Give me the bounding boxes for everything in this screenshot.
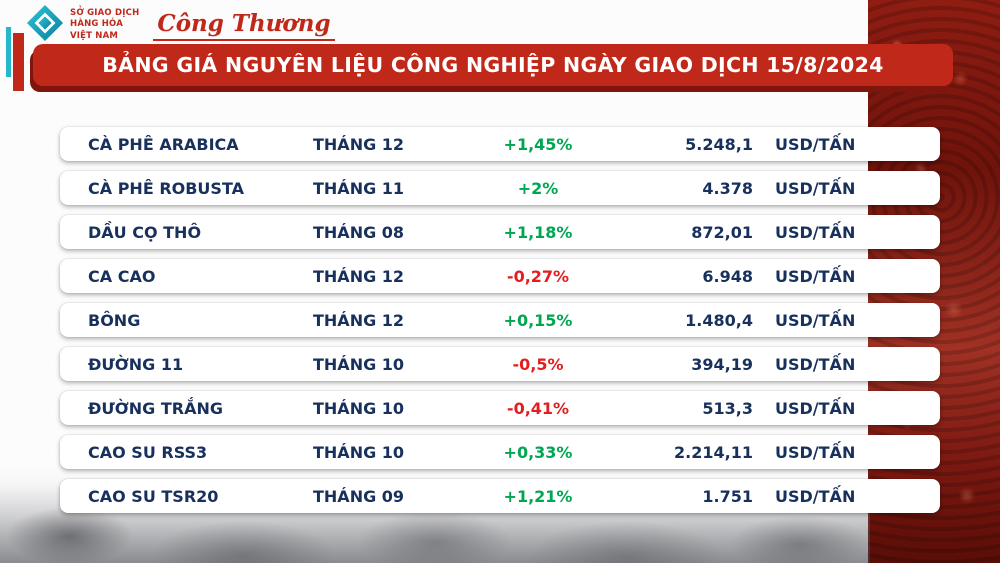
contract-month: THÁNG 09 (313, 486, 405, 506)
price-unit: USD/TẤN (775, 354, 856, 374)
table-row: CAO SU RSS3 THÁNG 10 +0,33% 2.214,11 USD/TẤN (60, 435, 940, 469)
mxv-line-1: SỞ GIAO DỊCH (70, 8, 140, 19)
price-change: +0,15% (503, 310, 573, 330)
mxv-line-3: VIỆT NAM (70, 30, 119, 41)
price-value: 4.378 (702, 178, 753, 198)
contract-month: THÁNG 10 (313, 354, 405, 374)
mxv-line-2: HÀNG HÓA (70, 19, 124, 30)
price-value: 513,3 (702, 398, 753, 418)
price-value: 5.248,1 (685, 134, 753, 154)
commodity-name: CÀ PHÊ ARABICA (88, 134, 239, 154)
table-row: ĐƯỜNG 11 THÁNG 10 -0,5% 394,19 USD/TẤN (60, 347, 940, 381)
commodity-name: CÀ PHÊ ROBUSTA (88, 178, 244, 198)
price-unit: USD/TẤN (775, 222, 856, 242)
price-change: +2% (517, 178, 559, 198)
price-value: 1.751 (702, 486, 753, 506)
title-banner: BẢNG GIÁ NGUYÊN LIỆU CÔNG NGHIỆP NGÀY GI… (33, 44, 953, 86)
table-row: DẦU CỌ THÔ THÁNG 08 +1,18% 872,01 USD/TẤN (60, 215, 940, 249)
table-row: BÔNG THÁNG 12 +0,15% 1.480,4 USD/TẤN (60, 303, 940, 337)
contract-month: THÁNG 10 (313, 442, 405, 462)
contract-month: THÁNG 08 (313, 222, 405, 242)
commodity-name: CA CAO (88, 266, 156, 286)
price-change: +1,21% (503, 486, 573, 506)
left-accent-cyan-bar (6, 27, 11, 77)
left-accent-red-bar (13, 33, 24, 91)
table-row: ĐƯỜNG TRẮNG THÁNG 10 -0,41% 513,3 USD/TẤN (60, 391, 940, 425)
mxv-diamond-icon (26, 4, 64, 46)
contract-month: THÁNG 12 (313, 266, 405, 286)
page-title: BẢNG GIÁ NGUYÊN LIỆU CÔNG NGHIỆP NGÀY GI… (102, 53, 884, 77)
table-row: CAO SU TSR20 THÁNG 09 +1,21% 1.751 USD/TẤN (60, 479, 940, 513)
table-row: CA CAO THÁNG 12 -0,27% 6.948 USD/TẤN (60, 259, 940, 293)
price-value: 6.948 (702, 266, 753, 286)
table-row: CÀ PHÊ ROBUSTA THÁNG 11 +2% 4.378 USD/TẤN (60, 171, 940, 205)
contract-month: THÁNG 10 (313, 398, 405, 418)
commodity-name: DẦU CỌ THÔ (88, 222, 202, 242)
price-unit: USD/TẤN (775, 178, 856, 198)
commodity-name: CAO SU TSR20 (88, 486, 219, 506)
price-unit: USD/TẤN (775, 398, 856, 418)
commodity-name: BÔNG (88, 310, 141, 330)
price-unit: USD/TẤN (775, 486, 856, 506)
commodity-name: ĐƯỜNG 11 (88, 354, 184, 374)
table-row: CÀ PHÊ ARABICA THÁNG 12 +1,45% 5.248,1 USD/T… (60, 127, 940, 161)
price-change: +1,45% (503, 134, 573, 154)
price-change: +0,33% (503, 442, 573, 462)
price-unit: USD/TẤN (775, 266, 856, 286)
price-value: 394,19 (691, 354, 753, 374)
price-unit: USD/TẤN (775, 134, 856, 154)
mxv-exchange-logo: SỞ GIAO DỊCH HÀNG HÓA VIỆT NAM (26, 4, 139, 46)
price-change: -0,27% (506, 266, 570, 286)
contract-month: THÁNG 12 (313, 134, 405, 154)
price-value: 2.214,11 (674, 442, 753, 462)
cong-thuong-logo: Công Thương (153, 10, 335, 41)
price-table: CÀ PHÊ ARABICA THÁNG 12 +1,45% 5.248,1 USD/T… (60, 127, 940, 513)
price-change: +1,18% (503, 222, 573, 242)
mxv-exchange-name: SỞ GIAO DỊCH HÀNG HÓA VIỆT NAM (70, 8, 139, 41)
commodity-name: CAO SU RSS3 (88, 442, 208, 462)
price-change: -0,41% (506, 398, 570, 418)
price-unit: USD/TẤN (775, 310, 856, 330)
price-change: -0,5% (512, 354, 564, 374)
price-value: 872,01 (691, 222, 753, 242)
header: SỞ GIAO DỊCH HÀNG HÓA VIỆT NAM Công Thươ… (26, 4, 335, 46)
price-value: 1.480,4 (685, 310, 753, 330)
contract-month: THÁNG 12 (313, 310, 405, 330)
commodity-name: ĐƯỜNG TRẮNG (88, 398, 223, 418)
contract-month: THÁNG 11 (313, 178, 405, 198)
price-unit: USD/TẤN (775, 442, 856, 462)
